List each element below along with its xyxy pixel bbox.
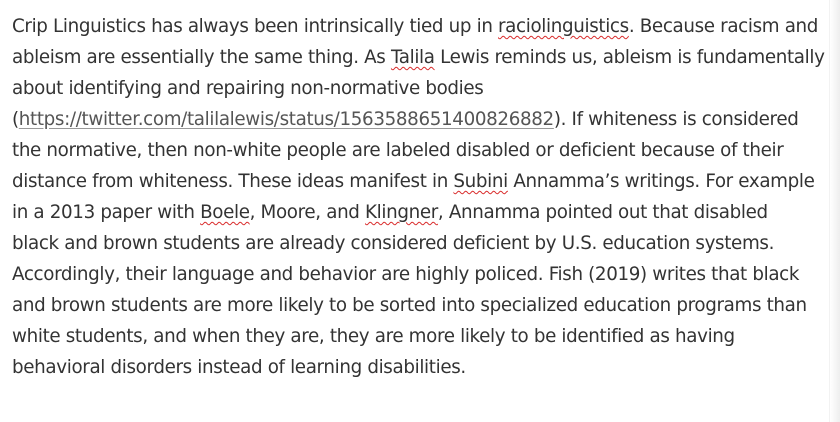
misspelled-word[interactable]: Subini xyxy=(453,171,508,192)
text-line: about identifying and repairing non-norm… xyxy=(12,73,840,104)
text-run: , Moore, and xyxy=(249,202,366,223)
text-line: distance from whiteness. These ideas man… xyxy=(12,166,840,197)
text-run: Crip Linguistics has always been intrins… xyxy=(12,16,499,37)
text-line: and brown students are more likely to be… xyxy=(12,290,840,321)
text-run: ( xyxy=(12,109,19,130)
text-run: Accordingly, their language and behavior… xyxy=(12,264,800,285)
text-run: . Because racism and xyxy=(628,16,819,37)
text-line: the normative, then non-white people are… xyxy=(12,135,840,166)
text-run: black and brown students are already con… xyxy=(12,233,775,254)
text-run: behavioral disorders instead of learning… xyxy=(12,357,466,378)
misspelled-word[interactable]: Boele xyxy=(200,202,250,223)
text-line: ableism are essentially the same thing. … xyxy=(12,42,840,73)
misspelled-word[interactable]: Klingner xyxy=(365,202,438,223)
text-run: , Annamma pointed out that disabled xyxy=(437,202,768,223)
text-line: black and brown students are already con… xyxy=(12,228,840,259)
text-line: Crip Linguistics has always been intrins… xyxy=(12,11,840,42)
text-run: white students, and when they are, they … xyxy=(12,326,735,347)
text-run: ableism are essentially the same thing. … xyxy=(12,47,391,68)
text-line: in a 2013 paper with Boele, Moore, and K… xyxy=(12,197,840,228)
document-paragraph[interactable]: Crip Linguistics has always been intrins… xyxy=(12,11,840,383)
text-line: white students, and when they are, they … xyxy=(12,321,840,352)
text-run: ). If whiteness is considered xyxy=(553,109,799,130)
misspelled-word[interactable]: raciolinguistics xyxy=(498,16,629,37)
text-line: (https://twitter.com/talilalewis/status/… xyxy=(12,104,840,135)
hyperlink[interactable]: https://twitter.com/talilalewis/status/1… xyxy=(18,109,554,130)
text-run: Lewis reminds us, ableism is fundamental… xyxy=(434,47,825,68)
text-run: about identifying and repairing non-norm… xyxy=(12,78,484,99)
scrollbar-edge[interactable] xyxy=(829,0,840,422)
text-run: and brown students are more likely to be… xyxy=(12,295,807,316)
text-run: distance from whiteness. These ideas man… xyxy=(12,171,454,192)
text-run: Annamma’s writings. For example xyxy=(507,171,815,192)
text-line: behavioral disorders instead of learning… xyxy=(12,352,840,383)
misspelled-word[interactable]: Talila xyxy=(390,47,435,68)
text-run: the normative, then non-white people are… xyxy=(12,140,784,161)
text-run: in a 2013 paper with xyxy=(12,202,201,223)
text-line: Accordingly, their language and behavior… xyxy=(12,259,840,290)
